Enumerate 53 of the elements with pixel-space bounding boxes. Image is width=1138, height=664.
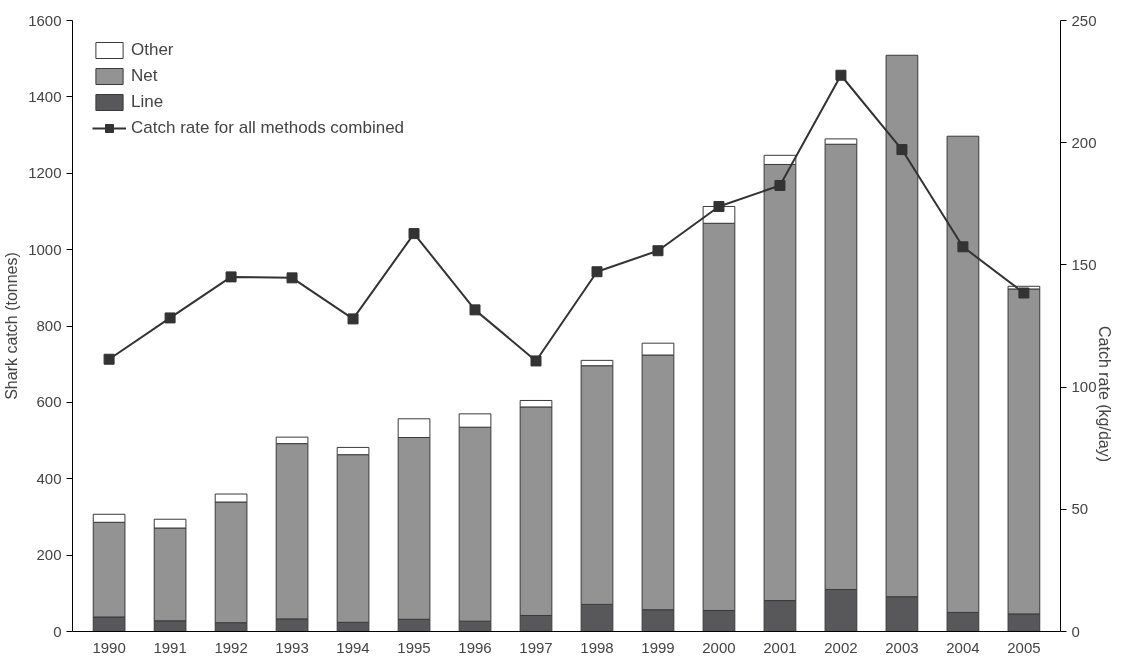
- point: [347, 313, 359, 325]
- legend-label: Catch rate for all methods combined: [131, 118, 405, 138]
- x-tick-label: 2002: [824, 638, 858, 656]
- y2-tick-label: 100: [1071, 378, 1097, 396]
- y-axis-title: Shark catch (tonnes): [3, 252, 21, 400]
- y-tick-label: 600: [36, 393, 62, 411]
- x-tick-label: 1995: [397, 638, 431, 656]
- point: [835, 69, 847, 81]
- y2-tick-label: 50: [1071, 500, 1089, 518]
- point: [225, 271, 237, 283]
- x-tick-label: 2005: [1007, 638, 1041, 656]
- y2-tick-label: 200: [1071, 133, 1097, 151]
- point: [103, 353, 115, 365]
- point: [469, 304, 481, 316]
- y-tick-label: 800: [36, 317, 62, 334]
- y2-tick-label: 150: [1071, 255, 1097, 273]
- point: [408, 228, 420, 240]
- point: [530, 355, 542, 367]
- point: [286, 272, 298, 284]
- legend-label: Other: [131, 40, 174, 60]
- y-tick-label: 1200: [28, 164, 62, 182]
- y2-tick-label: 250: [1071, 11, 1097, 29]
- y2-axis-title: Catch rate (kg/day): [1096, 326, 1114, 463]
- point: [164, 312, 176, 324]
- x-tick-label: 2003: [885, 638, 919, 656]
- x-tick-label: 1996: [458, 638, 492, 656]
- y-tick-label: 400: [36, 469, 62, 487]
- point: [957, 241, 969, 253]
- y2-tick-label: 0: [1071, 622, 1080, 640]
- y-tick-label: 0: [53, 622, 62, 640]
- point: [896, 144, 908, 156]
- x-tick-label: 2000: [702, 638, 736, 656]
- x-tick-label: 1991: [153, 638, 187, 656]
- x-tick-label: 1999: [641, 638, 675, 656]
- y-tick-label: 1400: [28, 87, 62, 105]
- point: [713, 200, 725, 212]
- x-tick-label: 1997: [519, 638, 553, 656]
- x-tick-label: 2004: [946, 638, 980, 656]
- point: [652, 245, 664, 257]
- x-tick-label: 1990: [92, 638, 126, 656]
- x-tick-label: 1998: [580, 638, 614, 656]
- point: [1018, 287, 1030, 299]
- legend-label: Line: [131, 92, 164, 112]
- point: [774, 179, 786, 191]
- x-tick-label: 2001: [763, 638, 797, 656]
- x-tick-label: 1992: [214, 638, 248, 656]
- y-tick-label: 200: [36, 546, 62, 564]
- x-tick-label: 1993: [275, 638, 309, 656]
- point: [591, 266, 603, 278]
- y-tick-label: 1600: [28, 11, 62, 29]
- y-tick-label: 1000: [28, 240, 62, 258]
- x-tick-label: 1994: [336, 638, 370, 656]
- legend-label: Net: [131, 66, 158, 86]
